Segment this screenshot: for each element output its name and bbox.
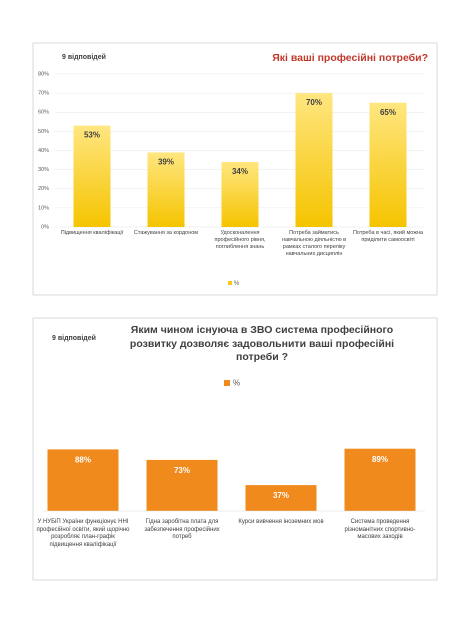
bar (147, 152, 185, 227)
x-tick-label: Гідна заробітна плата для забезпечення п… (144, 519, 220, 540)
y-tick-label: 20% (38, 186, 49, 192)
bar (221, 161, 259, 227)
bar (47, 449, 119, 511)
data-label: 39% (158, 158, 174, 167)
legend-swatch (228, 281, 232, 285)
y-tick-label: 60% (38, 110, 49, 116)
legend-swatch (224, 380, 230, 386)
data-label: 65% (380, 108, 396, 117)
data-label: 73% (174, 466, 190, 475)
x-tick-label: Стажування за кордоном (133, 230, 199, 236)
annotation: 9 відповідей (52, 334, 96, 342)
chart-title: Які ваші професійні потреби? (272, 52, 428, 64)
annotation: 9 відповідей (62, 53, 106, 61)
x-tick-label: Курси вивчення іноземних мов (238, 519, 324, 525)
y-tick-label: 10% (38, 205, 49, 211)
bar (369, 102, 407, 227)
x-tick-label: Система проведення різноманітних спортив… (344, 519, 416, 540)
data-label: 88% (75, 456, 91, 465)
x-tick-label: Підвищення кваліфікації (60, 230, 124, 236)
x-tick-label: Потреба займатись навчальною діяльністю … (281, 230, 347, 257)
bar (344, 448, 416, 511)
chart-title: Яким чином існуюча в ЗВО система професі… (129, 324, 395, 364)
data-label: 89% (372, 455, 388, 464)
data-label: 53% (84, 131, 100, 140)
data-label: 70% (306, 98, 322, 107)
legend-label: % (233, 379, 240, 388)
y-tick-label: 80% (38, 71, 49, 77)
data-label: 37% (273, 491, 289, 500)
bar (73, 125, 111, 227)
legend-label: % (234, 281, 240, 287)
bar (146, 459, 218, 511)
data-label: 34% (232, 167, 248, 176)
y-tick-label: 0% (41, 224, 49, 230)
y-tick-label: 50% (38, 129, 49, 135)
x-tick-label: У НУБіП України функціонує ННІ професійн… (36, 519, 130, 548)
y-tick-label: 30% (38, 167, 49, 173)
x-tick-label: Потреба в часі, який можна приділити сам… (352, 230, 424, 243)
x-tick-label: Удосконалення професійного рівня, поглиб… (214, 230, 266, 250)
bar (245, 485, 317, 511)
y-tick-label: 40% (38, 148, 49, 154)
y-tick-label: 70% (38, 91, 49, 97)
bar (295, 93, 333, 227)
